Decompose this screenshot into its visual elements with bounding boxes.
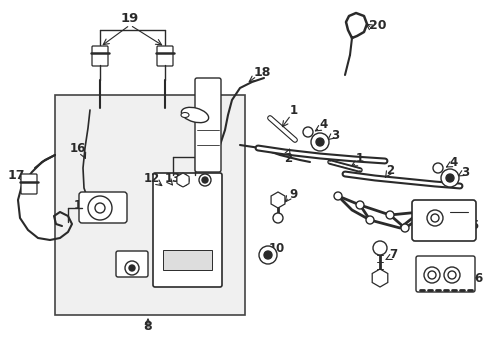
Circle shape [259, 246, 276, 264]
Circle shape [88, 196, 112, 220]
Text: 2: 2 [385, 163, 393, 176]
FancyBboxPatch shape [411, 200, 475, 241]
Bar [163, 250, 212, 270]
Circle shape [315, 138, 324, 146]
Circle shape [426, 210, 442, 226]
Circle shape [355, 201, 363, 209]
FancyBboxPatch shape [153, 173, 222, 287]
Ellipse shape [181, 112, 189, 117]
Bar [55, 95, 244, 315]
Circle shape [385, 211, 393, 219]
Circle shape [125, 261, 139, 275]
Circle shape [427, 271, 435, 279]
Circle shape [432, 163, 442, 173]
Circle shape [440, 169, 458, 187]
Circle shape [310, 133, 328, 151]
Circle shape [430, 214, 438, 222]
Text: 18: 18 [253, 66, 270, 78]
Polygon shape [177, 173, 189, 187]
Text: 19: 19 [121, 12, 139, 24]
Text: 9: 9 [288, 188, 297, 201]
Text: 12: 12 [143, 171, 160, 185]
Text: 11: 11 [202, 102, 218, 114]
Text: 4: 4 [319, 117, 327, 131]
Circle shape [303, 127, 312, 137]
Text: 3: 3 [330, 129, 338, 141]
Text: 8: 8 [143, 320, 152, 333]
Text: 1: 1 [289, 104, 298, 117]
Text: 16: 16 [70, 141, 86, 154]
FancyBboxPatch shape [195, 78, 221, 172]
Circle shape [447, 271, 455, 279]
Text: 20: 20 [368, 18, 386, 32]
FancyBboxPatch shape [79, 192, 127, 223]
Circle shape [400, 224, 408, 232]
FancyBboxPatch shape [415, 256, 474, 292]
Text: 2: 2 [284, 152, 291, 165]
FancyBboxPatch shape [21, 174, 37, 194]
Circle shape [445, 174, 453, 182]
Circle shape [333, 192, 341, 200]
Circle shape [372, 241, 386, 255]
Text: 17: 17 [7, 168, 25, 181]
Text: 6: 6 [473, 271, 481, 284]
Circle shape [272, 213, 283, 223]
Circle shape [199, 174, 210, 186]
Circle shape [129, 265, 135, 271]
Circle shape [264, 251, 271, 259]
FancyBboxPatch shape [116, 251, 148, 277]
Text: 5: 5 [469, 219, 477, 231]
Circle shape [365, 216, 373, 224]
Circle shape [202, 177, 207, 183]
Circle shape [95, 203, 105, 213]
FancyBboxPatch shape [92, 46, 108, 66]
Circle shape [423, 267, 439, 283]
FancyBboxPatch shape [157, 46, 173, 66]
Text: 15: 15 [122, 253, 138, 266]
Text: 4: 4 [449, 156, 457, 168]
Text: 3: 3 [460, 166, 468, 179]
Text: 14: 14 [74, 198, 90, 212]
Text: 7: 7 [388, 248, 396, 261]
Circle shape [443, 267, 459, 283]
Text: 13: 13 [164, 171, 181, 185]
Text: 1: 1 [355, 152, 364, 165]
Circle shape [177, 174, 189, 186]
Text: 10: 10 [268, 242, 285, 255]
Polygon shape [270, 192, 285, 208]
Polygon shape [371, 269, 387, 287]
Ellipse shape [181, 107, 208, 123]
